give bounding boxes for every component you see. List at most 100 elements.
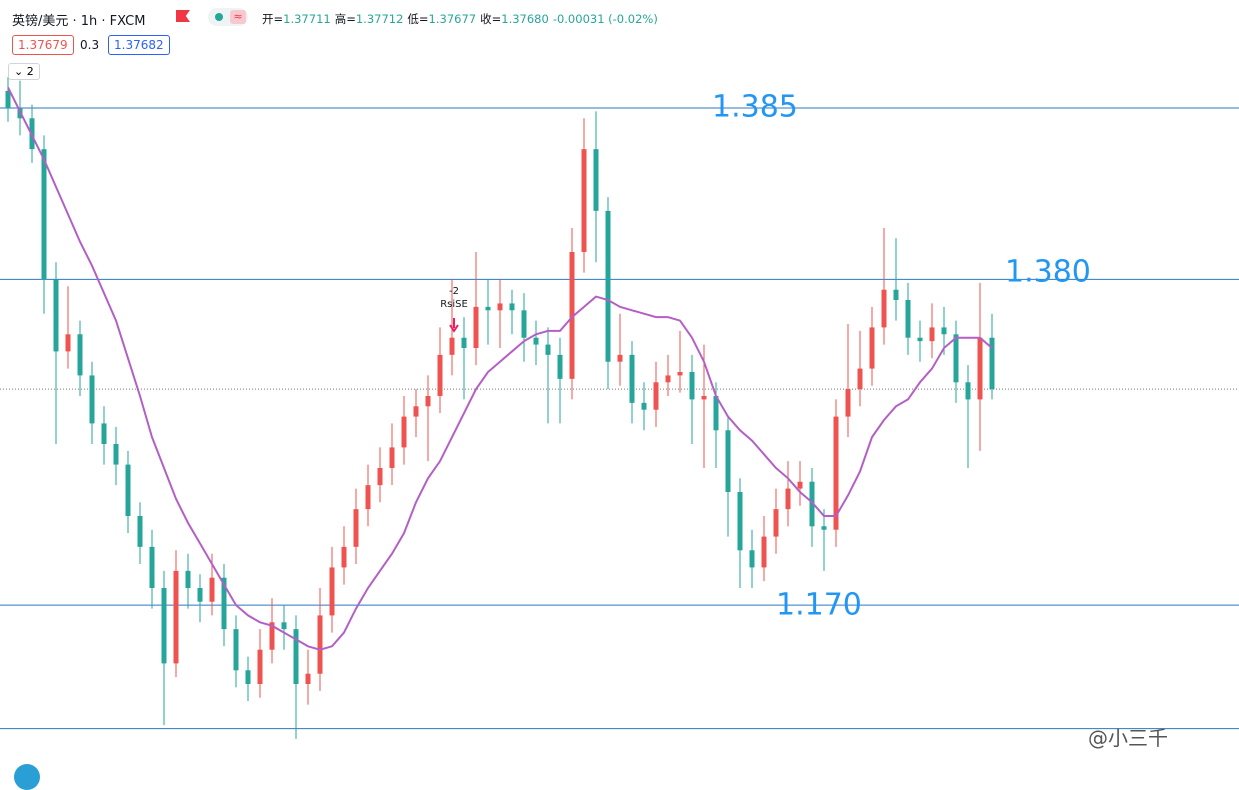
candle-body <box>773 509 779 537</box>
change: -0.00031 (-0.02%) <box>552 12 658 26</box>
candle-body <box>593 149 599 211</box>
candle-body <box>329 567 335 616</box>
candle-body <box>833 416 839 530</box>
status-pill[interactable]: ≈ <box>208 8 248 26</box>
candle-body <box>653 382 659 410</box>
candle-body <box>413 406 419 417</box>
ohlc-value: 1.37677 <box>428 12 477 26</box>
candle-body <box>857 368 863 390</box>
level-annotation: 1.385 <box>712 90 798 125</box>
candle-body <box>905 300 911 338</box>
candle-body <box>113 444 119 465</box>
candle-body <box>65 334 71 352</box>
candle-body <box>533 337 539 345</box>
candle-body <box>821 526 827 530</box>
candle-body <box>245 670 251 684</box>
candle-body <box>689 372 695 400</box>
sell-price[interactable]: 1.37679 <box>12 35 74 55</box>
candle-body <box>377 468 383 486</box>
candle-body <box>521 310 527 338</box>
candle-body <box>293 629 299 684</box>
candle-body <box>749 550 755 568</box>
candle-body <box>953 334 959 383</box>
symbol: 英镑/美元 · 1h · FXCM <box>12 14 146 29</box>
candle-body <box>725 430 731 492</box>
level-annotation: 1.380 <box>1005 255 1091 290</box>
candle-body <box>425 396 431 407</box>
candle-body <box>233 629 239 671</box>
candle-body <box>221 577 227 630</box>
logo[interactable] <box>14 764 40 790</box>
candle-body <box>449 337 455 355</box>
ohlc-value: 1.37680 <box>501 12 549 26</box>
candle-body <box>701 396 707 400</box>
candle-body <box>941 327 947 335</box>
status-icon: ≈ <box>230 10 246 24</box>
candle-body <box>713 396 719 431</box>
candle-body <box>281 622 287 630</box>
ohlc-value: 1.37712 <box>355 12 404 26</box>
candle-body <box>929 327 935 342</box>
candle-body <box>761 536 767 568</box>
candle-body <box>977 337 983 400</box>
ohlc-label: 收= <box>480 12 502 26</box>
candle-body <box>473 306 479 348</box>
candle-body <box>497 303 503 311</box>
ohlc-label: 低= <box>407 12 429 26</box>
candle-body <box>965 382 971 400</box>
candle-body <box>869 327 875 369</box>
candle-body <box>137 516 143 547</box>
candle-body <box>389 447 395 468</box>
signal-name: RsiSE <box>440 299 468 310</box>
candle-body <box>881 289 887 328</box>
candle-body <box>53 279 59 352</box>
collapse-icon: ⌄ <box>14 65 27 78</box>
candle-body <box>917 337 923 342</box>
candle-body <box>461 337 467 348</box>
candle-body <box>89 375 95 424</box>
level-annotation: 1.170 <box>776 588 862 623</box>
candle-body <box>509 303 515 311</box>
candle-body <box>737 492 743 551</box>
candle-body <box>161 588 167 664</box>
candle-body <box>629 354 635 403</box>
signal-arrow <box>449 318 459 333</box>
candle-body <box>209 577 215 602</box>
moving-average <box>7 86 993 651</box>
candle-body <box>353 509 359 547</box>
candle-body <box>893 289 899 300</box>
candle-body <box>581 149 587 252</box>
candle-body <box>365 485 371 510</box>
candle-body <box>677 372 683 376</box>
candle-body <box>125 464 131 516</box>
candle-body <box>665 375 671 383</box>
candle-body <box>173 570 179 664</box>
candle-body <box>437 354 443 396</box>
candle-body <box>77 334 83 376</box>
watermark: @小三千 <box>1088 726 1168 750</box>
candle-body <box>149 546 155 588</box>
ohlc-label: 高= <box>334 12 356 26</box>
collapse-count: 2 <box>26 65 34 78</box>
candle-body <box>785 488 791 510</box>
buy-price[interactable]: 1.37682 <box>108 35 170 55</box>
candle-body <box>485 306 491 311</box>
candle-body <box>401 416 407 448</box>
collapse-button[interactable]: ⌄ 2 <box>8 63 40 80</box>
candle-body <box>257 649 263 684</box>
candle-body <box>341 546 347 568</box>
candle-body <box>617 354 623 362</box>
candle-body <box>797 481 803 489</box>
flag-icon[interactable] <box>176 10 190 22</box>
candle-body <box>569 252 575 379</box>
candle-body <box>557 354 563 379</box>
ohlc-value: 1.37711 <box>283 12 331 26</box>
candle-body <box>41 149 47 280</box>
candle-body <box>5 90 11 108</box>
signal-count: -2 <box>449 286 459 297</box>
status-dot <box>215 13 223 21</box>
ohlc-row: 开=1.37711 高=1.37712 低=1.37677 收=1.37680 -0.0… <box>262 11 658 27</box>
candle-body <box>269 622 275 650</box>
